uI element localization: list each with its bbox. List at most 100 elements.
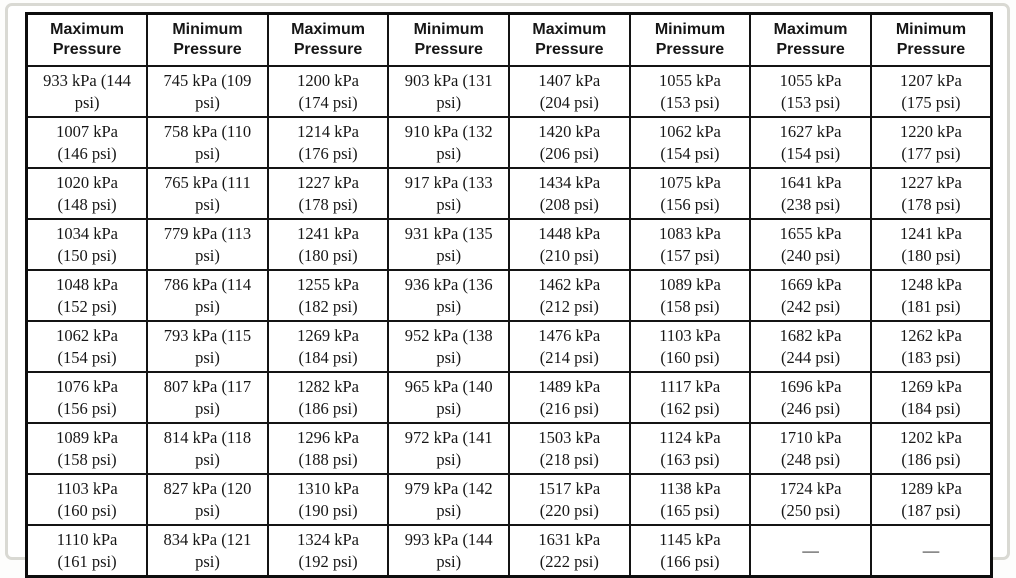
pressure-cell: 1048 kPa (152 psi) — [25, 269, 149, 322]
pressure-cell: 1503 kPa (218 psi) — [508, 422, 631, 475]
pressure-cell: 972 kPa (141 psi) — [387, 422, 510, 475]
pressure-cell: 1655 kPa (240 psi) — [749, 218, 872, 271]
table-row: 1020 kPa (148 psi) 765 kPa (111 psi) 1227 … — [25, 167, 993, 220]
pressure-cell: 1020 kPa (148 psi) — [25, 167, 149, 220]
pressure-cell: 1227 kPa (178 psi) — [869, 167, 993, 220]
pressure-cell: 979 kPa (142 psi) — [387, 473, 510, 526]
pressure-table-head: Maximum Pressure Minimum Pressure Maximum … — [25, 12, 993, 67]
pressure-cell: 814 kPa (118 psi) — [146, 422, 269, 475]
column-header: Maximum Pressure — [749, 12, 872, 67]
table-row: 1048 kPa (152 psi) 786 kPa (114 psi) 1255 … — [25, 269, 993, 322]
pressure-cell: 1262 kPa (183 psi) — [869, 320, 993, 373]
table-row: 1034 kPa (150 psi) 779 kPa (113 psi) 1241 … — [25, 218, 993, 271]
pressure-cell: 933 kPa (144 psi) — [25, 65, 149, 118]
pressure-cell: 993 kPa (144 psi) — [387, 524, 510, 578]
pressure-cell: 1062 kPa (154 psi) — [25, 320, 149, 373]
pressure-cell: 1145 kPa (166 psi) — [628, 524, 752, 578]
pressure-cell: 1103 kPa (160 psi) — [25, 473, 149, 526]
pressure-cell: 834 kPa (121 psi) — [146, 524, 269, 578]
pressure-cell: 903 kPa (131 psi) — [387, 65, 510, 118]
pressure-cell: 1007 kPa (146 psi) — [25, 116, 149, 169]
pressure-cell: 1227 kPa (178 psi) — [266, 167, 390, 220]
pressure-cell: 1517 kPa (220 psi) — [508, 473, 631, 526]
column-header: Maximum Pressure — [25, 12, 149, 67]
pressure-cell: 1462 kPa (212 psi) — [508, 269, 631, 322]
pressure-cell: 1202 kPa (186 psi) — [869, 422, 993, 475]
pressure-cell: 765 kPa (111 psi) — [146, 167, 269, 220]
pressure-cell: 1476 kPa (214 psi) — [508, 320, 631, 373]
pressure-cell: 1296 kPa (188 psi) — [266, 422, 390, 475]
pressure-cell: 1089 kPa (158 psi) — [25, 422, 149, 475]
table-row: 1076 kPa (156 psi) 807 kPa (117 psi) 1282 … — [25, 371, 993, 424]
pressure-cell: 1207 kPa (175 psi) — [869, 65, 993, 118]
pressure-cell: 1241 kPa (180 psi) — [869, 218, 993, 271]
pressure-cell: 1083 kPa (157 psi) — [628, 218, 752, 271]
column-header: Minimum Pressure — [146, 12, 269, 67]
pressure-cell: 1214 kPa (176 psi) — [266, 116, 390, 169]
pressure-cell: 1710 kPa (248 psi) — [749, 422, 872, 475]
table-row: 1062 kPa (154 psi) 793 kPa (115 psi) 1269 … — [25, 320, 993, 373]
pressure-cell: 1682 kPa (244 psi) — [749, 320, 872, 373]
table-row: 1110 kPa (161 psi) 834 kPa (121 psi) 1324 … — [25, 524, 993, 578]
pressure-cell: 965 kPa (140 psi) — [387, 371, 510, 424]
pressure-cell: 779 kPa (113 psi) — [146, 218, 269, 271]
table-row: 1007 kPa (146 psi) 758 kPa (110 psi) 1214 … — [25, 116, 993, 169]
pressure-cell: 758 kPa (110 psi) — [146, 116, 269, 169]
pressure-cell: 1241 kPa (180 psi) — [266, 218, 390, 271]
pressure-cell: 786 kPa (114 psi) — [146, 269, 269, 322]
pressure-cell: 1269 kPa (184 psi) — [869, 371, 993, 424]
pressure-cell: 1034 kPa (150 psi) — [25, 218, 149, 271]
pressure-cell: 1696 kPa (246 psi) — [749, 371, 872, 424]
pressure-cell: 1138 kPa (165 psi) — [628, 473, 752, 526]
pressure-cell: 1117 kPa (162 psi) — [628, 371, 752, 424]
pressure-cell: 1627 kPa (154 psi) — [749, 116, 872, 169]
pressure-cell: 1089 kPa (158 psi) — [628, 269, 752, 322]
column-header: Minimum Pressure — [628, 12, 752, 67]
pressure-cell: 1641 kPa (238 psi) — [749, 167, 872, 220]
pressure-cell: 1324 kPa (192 psi) — [266, 524, 390, 578]
pressure-cell: 1075 kPa (156 psi) — [628, 167, 752, 220]
pressure-cell: 1724 kPa (250 psi) — [749, 473, 872, 526]
pressure-cell: 827 kPa (120 psi) — [146, 473, 269, 526]
pressure-cell: 1289 kPa (187 psi) — [869, 473, 993, 526]
pressure-cell: — — [869, 524, 993, 578]
pressure-cell: 936 kPa (136 psi) — [387, 269, 510, 322]
pressure-cell: 952 kPa (138 psi) — [387, 320, 510, 373]
pressure-cell: 1434 kPa (208 psi) — [508, 167, 631, 220]
pressure-cell: 1448 kPa (210 psi) — [508, 218, 631, 271]
pressure-cell: 1255 kPa (182 psi) — [266, 269, 390, 322]
pressure-cell: 1669 kPa (242 psi) — [749, 269, 872, 322]
table-row: 1103 kPa (160 psi) 827 kPa (120 psi) 1310 … — [25, 473, 993, 526]
column-header: Minimum Pressure — [387, 12, 510, 67]
pressure-cell: 1489 kPa (216 psi) — [508, 371, 631, 424]
table-row: 933 kPa (144 psi) 745 kPa (109 psi) 1200 k… — [25, 65, 993, 118]
pressure-cell: 793 kPa (115 psi) — [146, 320, 269, 373]
pressure-cell: 917 kPa (133 psi) — [387, 167, 510, 220]
pressure-cell: 1420 kPa (206 psi) — [508, 116, 631, 169]
pressure-cell: 910 kPa (132 psi) — [387, 116, 510, 169]
pressure-spec-table: Maximum Pressure Minimum Pressure Maximum … — [25, 12, 993, 578]
pressure-table-body: 933 kPa (144 psi) 745 kPa (109 psi) 1200 k… — [25, 65, 993, 578]
header-row: Maximum Pressure Minimum Pressure Maximum … — [25, 12, 993, 67]
pressure-cell: 1220 kPa (177 psi) — [869, 116, 993, 169]
pressure-cell: 1310 kPa (190 psi) — [266, 473, 390, 526]
column-header: Maximum Pressure — [508, 12, 631, 67]
pressure-cell: 1076 kPa (156 psi) — [25, 371, 149, 424]
pressure-cell: 1103 kPa (160 psi) — [628, 320, 752, 373]
pressure-cell: 1248 kPa (181 psi) — [869, 269, 993, 322]
pressure-cell: 1407 kPa (204 psi) — [508, 65, 631, 118]
pressure-cell: — — [749, 524, 872, 578]
pressure-cell: 1282 kPa (186 psi) — [266, 371, 390, 424]
pressure-cell: 745 kPa (109 psi) — [146, 65, 269, 118]
pressure-cell: 1062 kPa (154 psi) — [628, 116, 752, 169]
pressure-cell: 1631 kPa (222 psi) — [508, 524, 631, 578]
pressure-cell: 1200 kPa (174 psi) — [266, 65, 390, 118]
pressure-cell: 1110 kPa (161 psi) — [25, 524, 149, 578]
pressure-cell: 1055 kPa (153 psi) — [628, 65, 752, 118]
pressure-cell: 1124 kPa (163 psi) — [628, 422, 752, 475]
pressure-cell: 931 kPa (135 psi) — [387, 218, 510, 271]
pressure-cell: 1055 kPa (153 psi) — [749, 65, 872, 118]
column-header: Minimum Pressure — [869, 12, 993, 67]
pressure-cell: 807 kPa (117 psi) — [146, 371, 269, 424]
pressure-cell: 1269 kPa (184 psi) — [266, 320, 390, 373]
